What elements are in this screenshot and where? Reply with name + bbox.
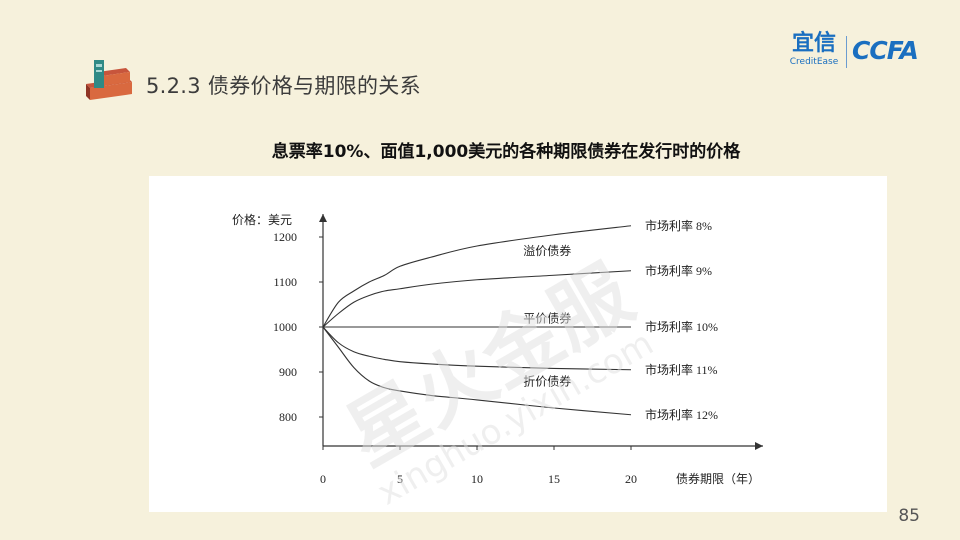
annotation-1: 溢价债券 (523, 243, 571, 258)
logo-divider (846, 36, 847, 68)
series-line-2 (322, 270, 632, 328)
ccfa-logo: CCFA (852, 36, 919, 65)
y-tick-label: 900 (279, 365, 297, 379)
x-tick-label: 20 (625, 472, 637, 486)
series-line-5 (322, 326, 632, 416)
yixin-logo: 宜信 CreditEase (786, 32, 842, 68)
annotation-2: 平价债券 (523, 311, 571, 326)
y-tick-label: 1000 (273, 320, 297, 334)
annotation-3: 折价债券 (523, 374, 571, 389)
y-axis-title: 价格：美元 (232, 212, 292, 227)
x-axis-arrow (755, 442, 763, 450)
series-label-2: 市场利率 9% (645, 263, 712, 278)
x-tick-label: 5 (397, 472, 403, 486)
chart-title: 息票率10%、面值1,000美元的各种期限债券在发行时的价格 (271, 142, 741, 162)
yixin-logo-en: CreditEase (789, 57, 839, 67)
x-tick-label: 10 (471, 472, 483, 486)
series-line-1 (322, 225, 632, 328)
series-label-1: 市场利率 8% (645, 218, 712, 233)
chart-panel (149, 176, 887, 512)
books-icon (86, 60, 132, 100)
series-line-4 (322, 326, 632, 371)
y-tick-label: 1100 (273, 275, 297, 289)
section-title: 5.2.3 债券价格与期限的关系 (146, 74, 421, 98)
chart-labels: 市场利率 8% 市场利率 9% 市场利率 10% 市场利率 11% 市场利率 12% 溢价… (523, 218, 718, 422)
chart-lines (322, 225, 632, 416)
y-tick-label: 800 (279, 410, 297, 424)
x-axis-title: 债券期限（年） (676, 471, 760, 486)
watermark: 星火金服 xinghuo.yixin.com (332, 249, 660, 512)
yixin-logo-cn: 宜信 (791, 31, 836, 56)
series-label-3: 市场利率 10% (645, 319, 718, 334)
page-number: 85 (898, 506, 920, 526)
y-axis-arrow (319, 214, 327, 222)
y-tick-label: 1200 (273, 230, 297, 244)
series-label-4: 市场利率 11% (645, 362, 718, 377)
series-label-5: 市场利率 12% (645, 407, 718, 422)
x-tick-label: 15 (548, 472, 560, 486)
x-tick-label: 0 (320, 472, 326, 486)
